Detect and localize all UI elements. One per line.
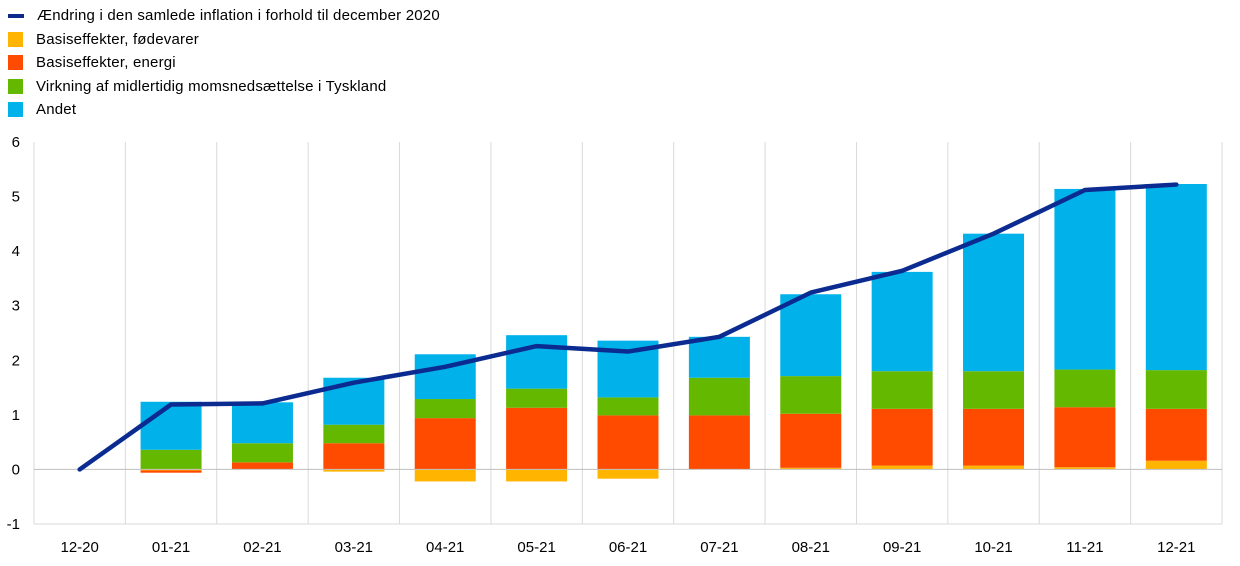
bar-segment [780,413,842,468]
tick-labels: -1 0 1 2 3 4 5 6 12-20 01-21 02-21 03-21 04-21 05-21 0… [7,134,1196,556]
bar-segment [963,233,1025,372]
x-tick-label: 07-21 [700,539,738,556]
x-tick-label: 03-21 [335,539,373,556]
gridlines [124,142,1132,524]
bar-segment [231,443,293,463]
legend-label-total-inflation: Ændring i den samlede inflation i forhol… [37,7,440,25]
legend-swatch-germany-vat [8,78,23,94]
total-inflation-series [77,182,1179,472]
legend-label-germany-vat: Virkning af midlertidig momsnedsættelse … [36,77,387,95]
bar-segment [506,335,568,389]
y-tick-label: 6 [12,134,20,151]
bar-segment [1054,188,1116,370]
legend-label-food: Basiseffekter, fødevarer [36,30,199,48]
y-tick-label: 1 [12,407,20,424]
bar-segment [597,397,659,416]
x-tick-label: 01-21 [152,539,190,556]
y-tick-label: 2 [12,352,20,369]
bar-segment [140,469,202,471]
bar-segment [414,418,476,470]
bar-segment [963,408,1025,466]
bar-segment [506,388,568,408]
legend-swatch-total-inflation [8,13,24,18]
legend-label-energy: Basiseffekter, energi [36,54,176,72]
legend-swatch-energy [8,55,23,71]
bar-segment [414,469,476,482]
bar-segment [597,469,659,479]
bar-segment [323,424,385,444]
bar-segment [506,469,568,482]
bar-segment [871,271,933,372]
bar-segment [688,377,750,416]
bar-segment [1145,408,1207,461]
bar-segment [506,407,568,470]
bar-segment [1145,460,1207,470]
y-tick-label: 4 [12,243,20,260]
legend: Ændring i den samlede inflation i forhol… [8,4,440,122]
x-tick-label: 12-20 [61,539,99,556]
legend-swatch-other [8,102,23,118]
bar-segment [1145,184,1207,371]
x-tick-label: 02-21 [243,539,281,556]
x-tick-label: 04-21 [426,539,464,556]
bar-segment [871,371,933,409]
x-tick-label: 12-21 [1157,539,1195,556]
x-tick-label: 09-21 [883,539,921,556]
legend-item-germany-vat: Virkning af midlertidig momsnedsættelse … [8,75,440,99]
bar-segment [871,408,933,466]
bar-segment [688,415,750,470]
legend-item-other: Andet [8,98,440,122]
x-tick-label: 05-21 [517,539,555,556]
x-tick-label: 08-21 [792,539,830,556]
axes [33,142,1223,525]
legend-swatch-food [8,31,23,47]
bar-segment [140,449,202,470]
legend-item-food: Basiseffekter, fødevarer [8,28,440,52]
bar-segment [140,401,202,450]
bar-segment [323,469,385,472]
y-tick-label: 3 [12,298,20,315]
legend-item-energy: Basiseffekter, energi [8,51,440,75]
bar-segment [1145,370,1207,409]
x-tick-label: 06-21 [609,539,647,556]
bar-segment [231,462,293,470]
y-tick-label: 0 [12,461,20,478]
bar-segment [963,465,1025,470]
bar-segment [1054,369,1116,408]
bar-segment [780,376,842,414]
legend-label-other: Andet [36,101,77,119]
bar-segment [780,467,842,470]
y-tick-label: -1 [7,516,20,533]
bar-segment [323,443,385,470]
bar-segment [140,470,202,473]
bar-segment [597,415,659,470]
total-inflation-line [77,182,1179,472]
legend-item-total-inflation: Ændring i den samlede inflation i forhol… [8,4,440,28]
x-tick-label: 11-21 [1066,539,1103,556]
bar-segment [1054,467,1116,470]
bars [140,184,1207,482]
bar-segment [780,294,842,377]
bar-segment [414,399,476,419]
bar-segment [963,371,1025,409]
bar-segment [688,336,750,378]
y-tick-label: 5 [12,189,20,206]
x-tick-label: 10-21 [974,539,1012,556]
bar-segment [871,465,933,470]
bar-segment [1054,407,1116,468]
bar-segment [231,402,293,444]
